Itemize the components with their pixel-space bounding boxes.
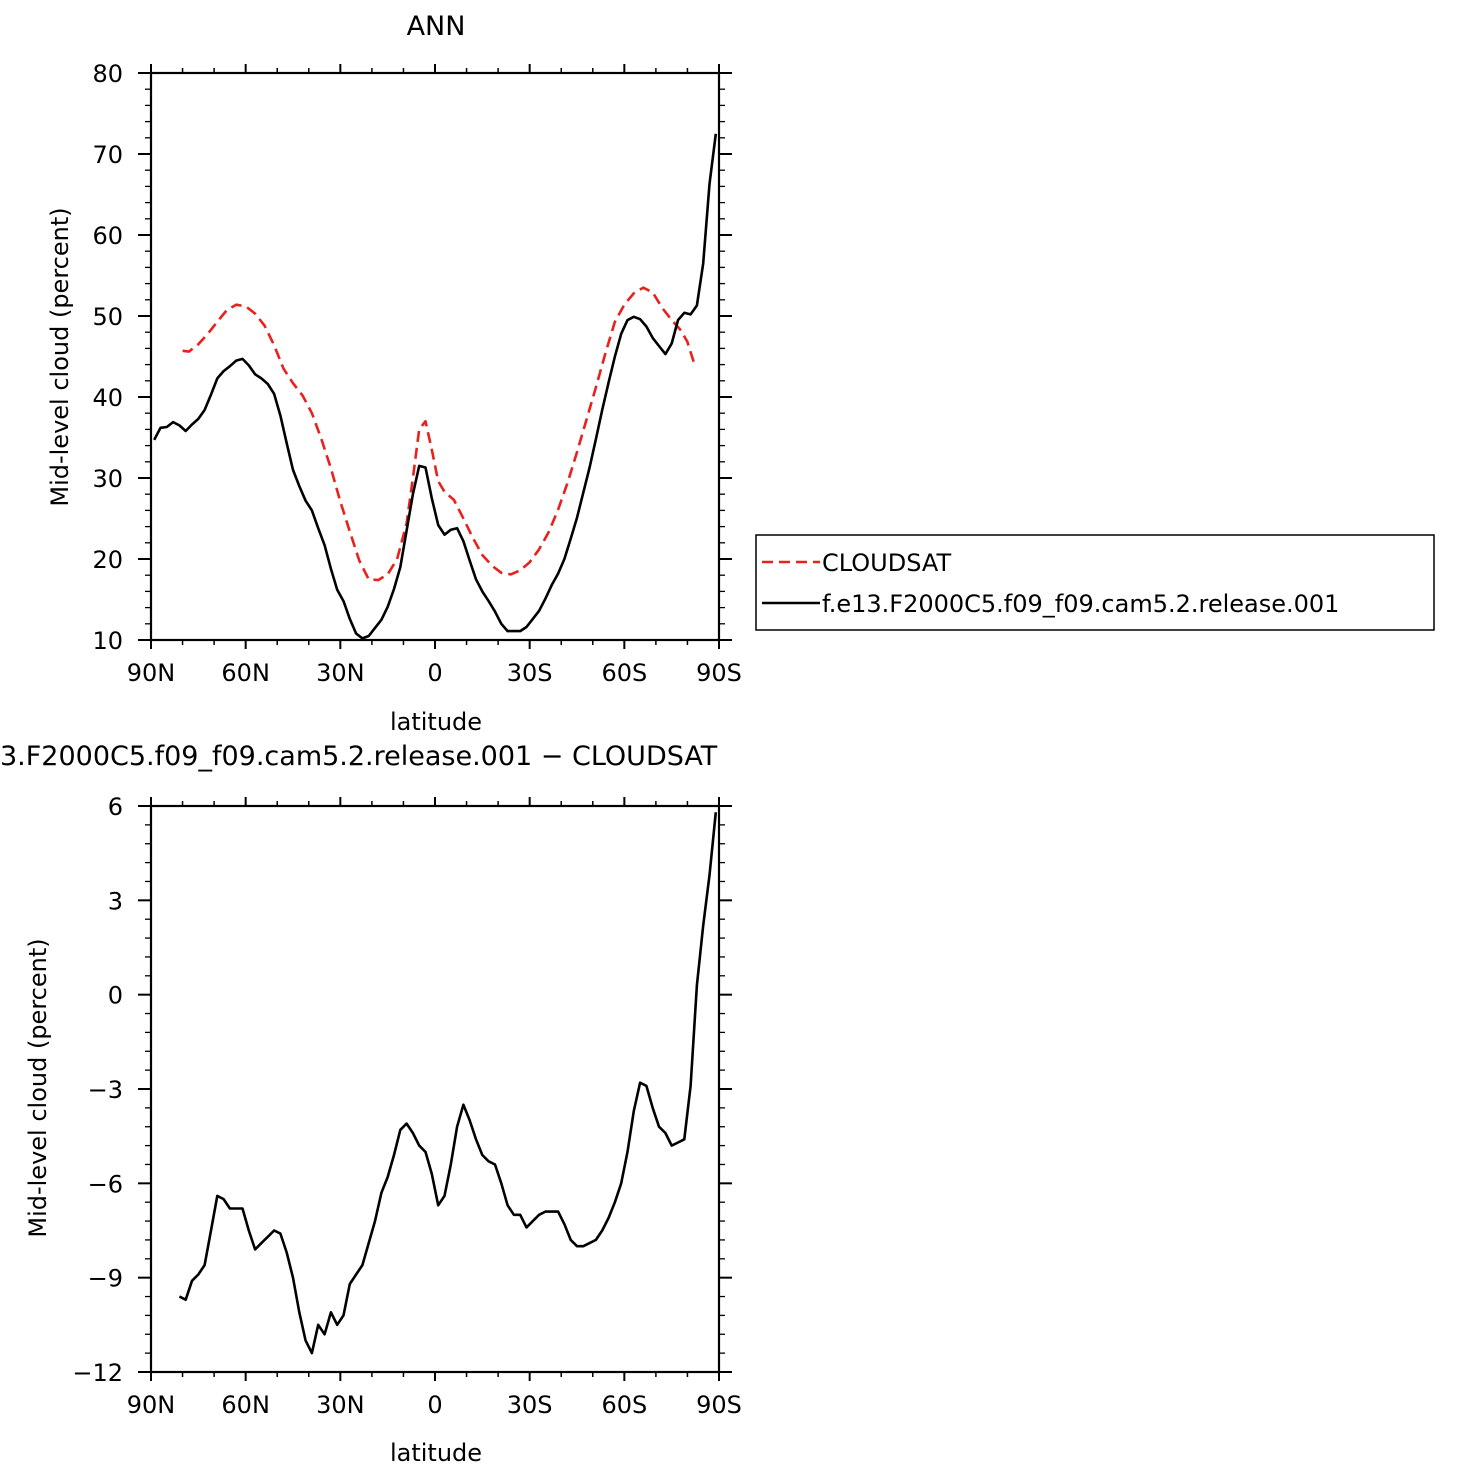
bottom-y-tick-label: 3 [108,887,123,915]
top-y-tick-label: 20 [92,546,123,574]
bottom-x-tick-label: 60N [221,1391,270,1419]
bottom-y-tick-label: −3 [88,1076,123,1104]
top-y-tick-label: 10 [92,627,123,655]
top-y-axis-label: Mid-level cloud (percent) [46,207,74,506]
top-y-tick-label: 50 [92,303,123,331]
top-x-tick-label: 90N [127,659,176,687]
bottom-x-axis-label: latitude [390,1439,482,1467]
top-panel: ANN 90N 60N 30N 0 30S 60S 90S1020304050607080 … [46,11,742,736]
bottom-plot-area: 90N 60N 30N 0 30S 60S 90S −12 −9 −6 −3 0 3 6 [72,793,742,1419]
top-x-tick-label: 60S [601,659,647,687]
bottom-x-tick-label: 30S [507,1391,553,1419]
top-y-tick-label: 80 [92,60,123,88]
bottom-x-tick-label: 60S [601,1391,647,1419]
bottom-y-tick-label: −12 [72,1359,123,1387]
top-plot-area: 90N 60N 30N 0 30S 60S 90S 10 20 30 40 50 60 70 80 [92,60,741,687]
top-y-tick-label: 40 [92,384,123,412]
bottom-x-tick-label: 30N [316,1391,365,1419]
legend-box [755,534,1435,631]
top-y-tick-label: 70 [92,141,123,169]
bottom-y-tick-label: −6 [88,1170,123,1198]
bottom-x-tick-label: 90S [696,1391,742,1419]
bottom-panel: 3.F2000C5.f09_f09.cam5.2.release.001 − C… [0,741,742,1467]
legend-label-cloudsat: CLOUDSAT [822,549,951,577]
top-x-tick-label: 30N [316,659,365,687]
legend: CLOUDSAT f.e13.F2000C5.f09_f09.cam5.2.re… [755,534,1435,631]
top-chart-title: ANN [407,11,466,42]
bottom-series-line-0 [178,812,718,1355]
bottom-y-tick-label: 6 [108,793,123,821]
top-series-line-cloudsat [182,286,696,582]
bottom-y-tick-label: −9 [88,1265,123,1293]
top-x-tick-label: 0 [427,659,442,687]
bottom-y-axis-label: Mid-level cloud (percent) [24,938,52,1237]
top-x-tick-label: 60N [221,659,270,687]
top-x-axis-label: latitude [390,708,482,736]
top-x-tick-label: 90S [696,659,742,687]
bottom-chart-title: 3.F2000C5.f09_f09.cam5.2.release.001 − C… [0,741,718,772]
top-x-tick-label: 30S [507,659,553,687]
bottom-plot-frame [149,804,721,1374]
top-series-line-fe13f2 [153,133,718,640]
bottom-y-tick-label: 0 [108,982,123,1010]
bottom-x-tick-label: 90N [127,1391,176,1419]
legend-label-model: f.e13.F2000C5.f09_f09.cam5.2.release.001 [822,590,1339,618]
top-y-tick-label: 30 [92,465,123,493]
top-plot-frame [149,71,721,642]
top-y-tick-label: 60 [92,222,123,250]
bottom-x-tick-label: 0 [427,1391,442,1419]
